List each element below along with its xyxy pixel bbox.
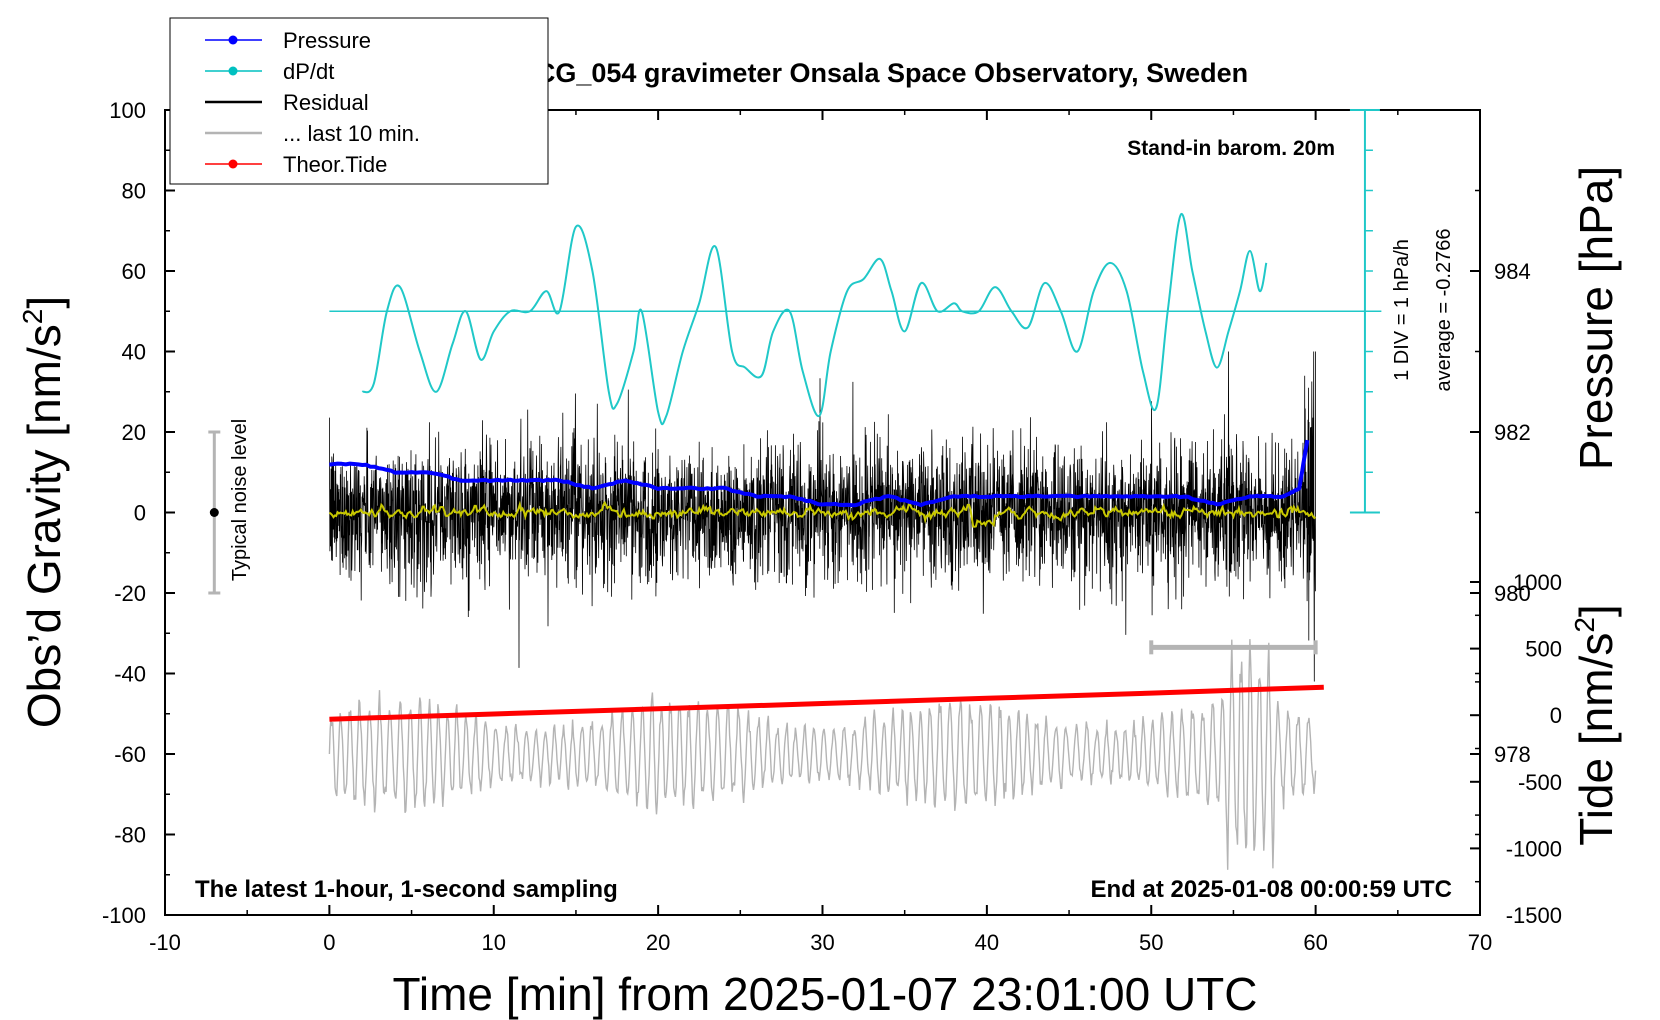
x-axis-ticks: -10 0 10 20 30 40 50 60 70: [149, 110, 1492, 955]
chart-title: SCG_054 gravimeter Onsala Space Observat…: [518, 58, 1248, 88]
legend-label: Residual: [283, 90, 369, 115]
legend-label: dP/dt: [283, 59, 334, 84]
y-tick-label: -80: [114, 823, 146, 848]
y-tick-label: -100: [102, 903, 146, 928]
y-tick-label: 20: [122, 420, 146, 445]
pressure-tick-label: 980: [1494, 581, 1531, 606]
barometer-note: Stand-in barom. 20m: [1127, 137, 1335, 160]
sampling-note: The latest 1-hour, 1-second sampling: [195, 876, 618, 903]
last-10-min-line: [328, 639, 1317, 870]
dpdt-line: [361, 213, 1268, 426]
legend-label: Theor.Tide: [283, 152, 387, 177]
y-tick-label: 0: [134, 501, 146, 526]
residual-line: [328, 351, 1316, 682]
tide-tick-label: -1500: [1506, 903, 1562, 928]
tide-tick-label: 500: [1525, 637, 1562, 662]
dpdt-series: [329, 213, 1382, 426]
legend: Pressure dP/dt Residual ... last 10 min. The…: [169, 17, 549, 185]
tide-line: [329, 684, 1324, 722]
pressure-tick-label: 978: [1494, 742, 1531, 767]
tide-tick-label: 0: [1550, 703, 1562, 728]
y-tick-label: -20: [114, 581, 146, 606]
y-axis-ticks: 100 80 60 40 20 0 -20 -40 -60 -80 -100: [102, 98, 175, 928]
residual-smooth-series: [328, 500, 1317, 528]
pressure-tick-label: 984: [1494, 259, 1531, 284]
tide-axis-ticks: 1000 500 0 -500 -1000 -1500: [1470, 570, 1562, 928]
residual-smooth-line: [328, 500, 1317, 528]
pressure-tick-label: 982: [1494, 420, 1531, 445]
x-tick-label: 10: [482, 930, 506, 955]
y-axis-label: Obs’d Gravity [nm/s2]: [17, 296, 70, 728]
div-note: 1 DIV = 1 hPa/h: [1391, 239, 1413, 381]
y-tick-label: 60: [122, 259, 146, 284]
legend-label: Pressure: [283, 28, 371, 53]
tide-tick-label: -500: [1518, 770, 1562, 795]
y-tick-label: 80: [122, 179, 146, 204]
y-tick-label: 100: [109, 98, 146, 123]
end-time-note: End at 2025-01-08 00:00:59 UTC: [1091, 876, 1453, 903]
y-tick-label: -60: [114, 742, 146, 767]
y-tick-label: 40: [122, 340, 146, 365]
pressure-axis-label: Pressure [hPa]: [1570, 166, 1622, 470]
pressure-axis-ticks: 984 982 980 978: [1470, 109, 1531, 836]
x-tick-label: 0: [323, 930, 335, 955]
tide-axis-label: Tide [nm/s2]: [1569, 604, 1622, 845]
x-tick-label: 20: [646, 930, 670, 955]
noise-level-label: Typical noise level: [229, 419, 251, 581]
pressure-series: [329, 439, 1310, 508]
pressure-line: [329, 439, 1310, 508]
tide-series: [329, 684, 1324, 722]
x-tick-label: 50: [1139, 930, 1163, 955]
x-tick-label: 70: [1468, 930, 1492, 955]
y-tick-label: -40: [114, 662, 146, 687]
last-10-min-series: [328, 639, 1317, 870]
x-tick-label: 30: [810, 930, 834, 955]
scale-bars: [208, 109, 1380, 655]
legend-marker: [228, 66, 238, 76]
legend-marker: [228, 35, 238, 45]
x-tick-label: 40: [975, 930, 999, 955]
legend-marker: [228, 159, 238, 169]
average-note: average = -0.2766: [1433, 229, 1455, 392]
x-tick-label: 60: [1303, 930, 1327, 955]
x-tick-label: -10: [149, 930, 181, 955]
tide-tick-label: -1000: [1506, 836, 1562, 861]
legend-label: ... last 10 min.: [283, 121, 420, 146]
x-axis-label: Time [min] from 2025-01-07 23:01:00 UTC: [393, 968, 1258, 1020]
tide-tick-label: 1000: [1513, 570, 1562, 595]
residual-series: [328, 351, 1316, 682]
noise-bar-dot: [209, 508, 219, 517]
